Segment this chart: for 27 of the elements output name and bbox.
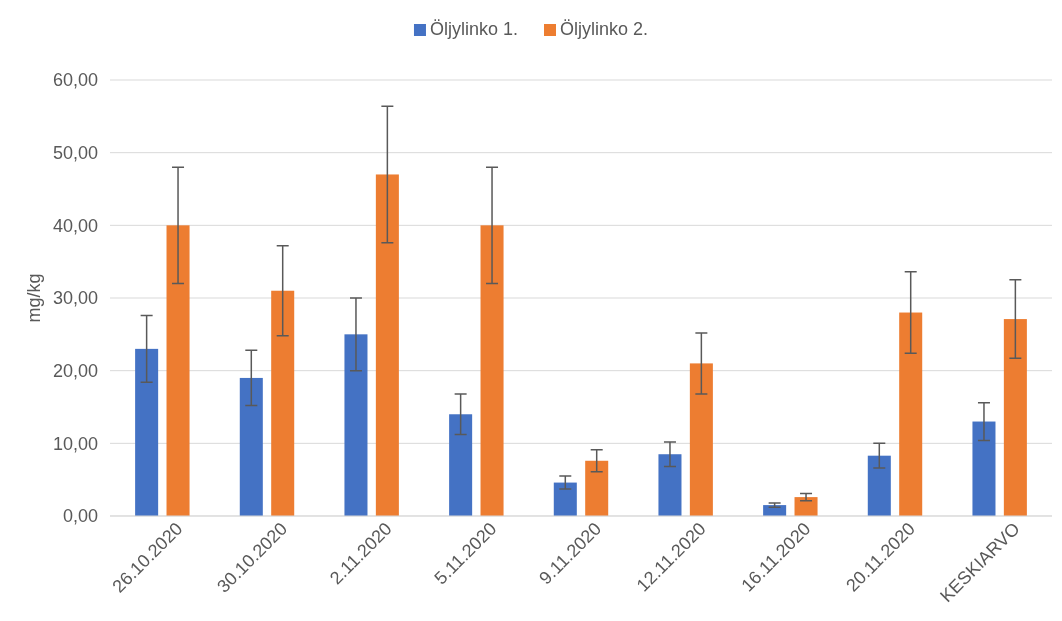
bar xyxy=(271,290,295,516)
bar xyxy=(135,348,159,516)
bar xyxy=(794,497,818,516)
bar xyxy=(689,363,713,516)
y-axis-title: mg/kg xyxy=(24,273,44,323)
legend-label: Öljylinko 2. xyxy=(560,19,649,39)
y-tick-label: 30,00 xyxy=(52,288,98,309)
bar xyxy=(166,225,190,516)
bar xyxy=(899,312,923,516)
bar xyxy=(344,334,368,516)
bar xyxy=(449,414,473,516)
bar xyxy=(585,460,609,516)
legend-label: Öljylinko 1. xyxy=(429,19,518,39)
y-tick-label: 50,00 xyxy=(52,142,98,163)
bar xyxy=(553,482,577,516)
bar xyxy=(972,421,996,516)
bar xyxy=(480,225,504,516)
y-tick-label: 60,00 xyxy=(52,70,98,91)
bar xyxy=(375,174,399,516)
y-tick-label: 0,00 xyxy=(62,506,98,527)
bar xyxy=(1003,319,1027,516)
y-tick-label: 40,00 xyxy=(52,215,98,236)
bar xyxy=(867,455,891,516)
bar xyxy=(239,377,263,516)
y-tick-label: 10,00 xyxy=(52,433,98,454)
y-tick-label: 20,00 xyxy=(52,360,98,381)
bar xyxy=(658,454,682,516)
